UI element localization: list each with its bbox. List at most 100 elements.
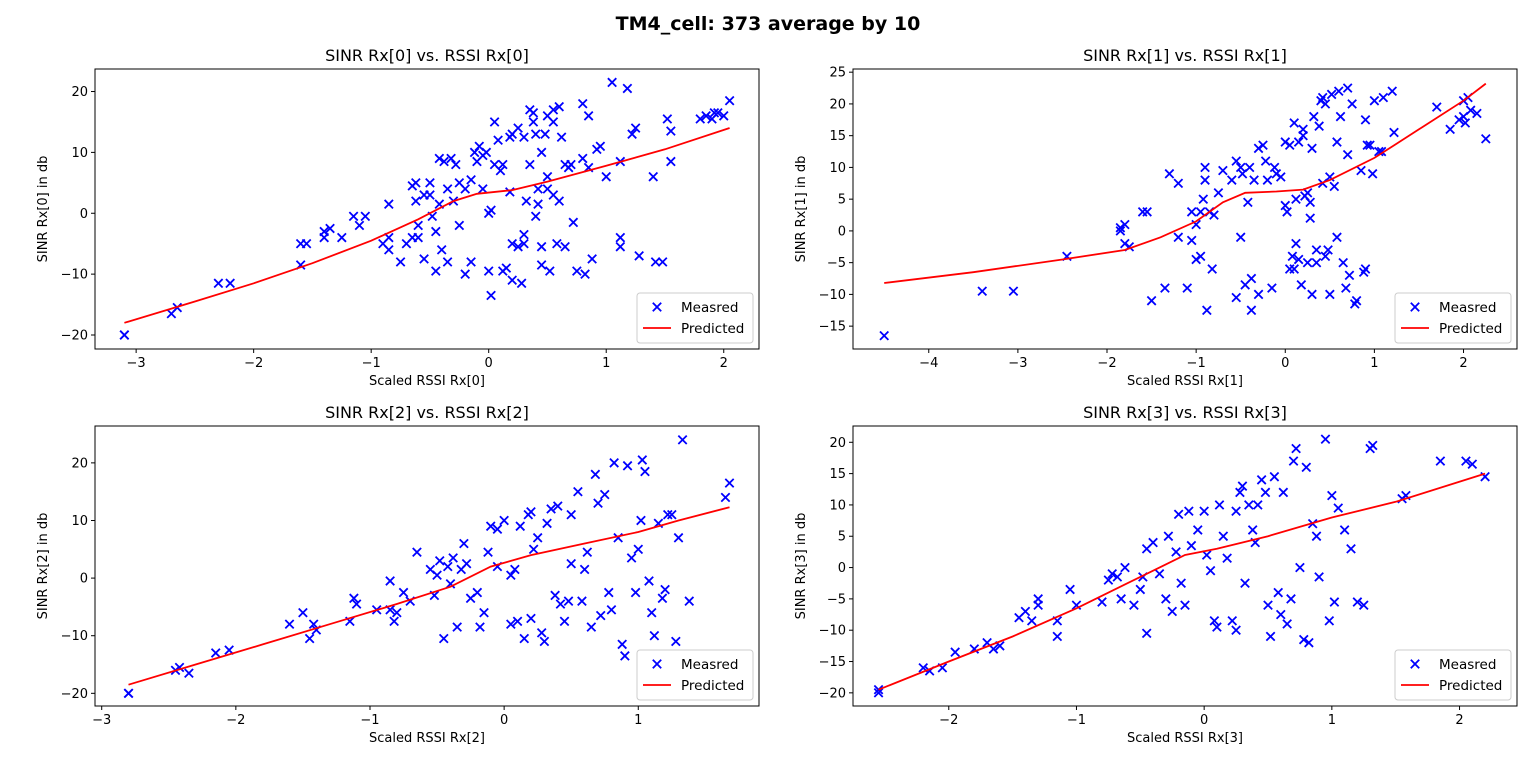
measured-point bbox=[1107, 568, 1118, 579]
x-tick-label: 1 bbox=[1370, 356, 1378, 371]
measured-point bbox=[601, 171, 612, 182]
measured-point bbox=[1173, 232, 1184, 243]
measured-point bbox=[1183, 506, 1194, 517]
measured-point bbox=[419, 254, 429, 264]
measured-point bbox=[119, 330, 130, 340]
plot-area bbox=[123, 434, 735, 699]
legend-measured-label: Measred bbox=[681, 657, 738, 673]
measured-point bbox=[516, 278, 527, 289]
measured-point bbox=[1342, 83, 1353, 93]
measured-point bbox=[519, 132, 529, 143]
y-tick-label: 15 bbox=[829, 467, 846, 482]
measured-point bbox=[459, 538, 469, 549]
plot-area bbox=[119, 77, 735, 340]
measured-point bbox=[1186, 207, 1197, 217]
measured-point bbox=[536, 627, 547, 638]
measured-point bbox=[566, 509, 577, 520]
measured-point bbox=[410, 177, 421, 188]
x-tick-label: 1 bbox=[1328, 713, 1336, 728]
y-tick-label: 10 bbox=[829, 498, 846, 513]
y-tick-label: 20 bbox=[71, 456, 88, 471]
measured-point bbox=[593, 498, 603, 509]
measured-point bbox=[501, 263, 512, 273]
measured-point bbox=[489, 117, 500, 127]
measured-point bbox=[536, 260, 547, 270]
measured-point bbox=[552, 501, 563, 511]
measured-point bbox=[483, 547, 493, 558]
measured-point bbox=[713, 107, 723, 118]
measured-point bbox=[1324, 615, 1335, 626]
measured-point bbox=[1298, 130, 1308, 141]
measured-point bbox=[1324, 289, 1335, 300]
measured-point bbox=[595, 610, 606, 621]
measured-point bbox=[519, 229, 529, 240]
measured-point bbox=[210, 648, 221, 658]
measured-point bbox=[1235, 487, 1245, 498]
measured-point bbox=[1293, 254, 1304, 265]
measured-point bbox=[1387, 86, 1398, 97]
measured-point bbox=[1262, 175, 1273, 185]
measured-point bbox=[528, 544, 539, 555]
x-tick-label: 1 bbox=[634, 713, 642, 728]
measured-point bbox=[510, 564, 520, 575]
measured-point bbox=[1191, 254, 1201, 265]
x-tick-label: 2 bbox=[1455, 713, 1463, 728]
measured-point bbox=[319, 226, 330, 237]
measured-point bbox=[1302, 187, 1313, 198]
measured-point bbox=[1317, 92, 1328, 103]
y-tick-label: 10 bbox=[71, 146, 88, 161]
measured-point bbox=[1342, 149, 1353, 160]
measured-point bbox=[413, 220, 424, 231]
measured-point bbox=[477, 184, 488, 194]
x-tick-label: 0 bbox=[1281, 356, 1289, 371]
measured-point bbox=[1305, 213, 1316, 224]
y-axis-label: SINR Rx[0] in db bbox=[36, 156, 51, 263]
measured-point bbox=[383, 199, 394, 209]
measured-point bbox=[513, 241, 523, 252]
measured-point bbox=[695, 114, 706, 124]
measured-point bbox=[646, 607, 657, 618]
measured-point bbox=[475, 622, 485, 632]
x-tick-label: −3 bbox=[127, 356, 146, 371]
x-tick-label: 2 bbox=[1459, 356, 1467, 371]
measured-point bbox=[677, 434, 688, 445]
y-tick-label: −20 bbox=[819, 686, 846, 701]
measured-point bbox=[1246, 305, 1257, 316]
measured-point bbox=[1435, 456, 1446, 466]
x-tick-label: −3 bbox=[92, 713, 111, 728]
measured-point bbox=[308, 619, 319, 630]
measured-point bbox=[466, 174, 476, 185]
measured-point bbox=[1356, 165, 1366, 176]
measured-point bbox=[1218, 531, 1229, 542]
measured-point bbox=[540, 129, 550, 139]
y-tick-label: 10 bbox=[829, 161, 846, 176]
measured-point bbox=[620, 651, 630, 661]
measured-point bbox=[301, 238, 312, 249]
legend-predicted-label: Predicted bbox=[1439, 678, 1502, 694]
measured-point bbox=[1288, 456, 1299, 466]
measured-point bbox=[879, 330, 890, 341]
measured-point bbox=[1182, 283, 1193, 293]
measured-point bbox=[442, 184, 453, 194]
measured-point bbox=[1360, 264, 1371, 274]
measured-point bbox=[1253, 289, 1264, 300]
measured-point bbox=[1246, 273, 1257, 284]
measured-point bbox=[1282, 207, 1292, 217]
measured-point bbox=[1467, 459, 1478, 470]
predicted-line bbox=[884, 82, 1487, 284]
measured-point bbox=[1275, 172, 1286, 182]
measured-point bbox=[539, 636, 550, 647]
measured-point bbox=[546, 504, 556, 514]
measured-point bbox=[1295, 562, 1305, 573]
measured-point bbox=[528, 117, 539, 127]
axes-frame bbox=[852, 425, 1518, 707]
y-tick-label: 0 bbox=[838, 224, 846, 239]
measured-point bbox=[595, 141, 606, 152]
measured-point bbox=[530, 211, 541, 222]
measured-point bbox=[657, 593, 668, 604]
measured-point bbox=[724, 95, 735, 106]
measured-point bbox=[630, 587, 641, 598]
measured-point bbox=[1207, 264, 1218, 274]
measured-point bbox=[454, 220, 465, 231]
measured-point bbox=[430, 266, 441, 276]
